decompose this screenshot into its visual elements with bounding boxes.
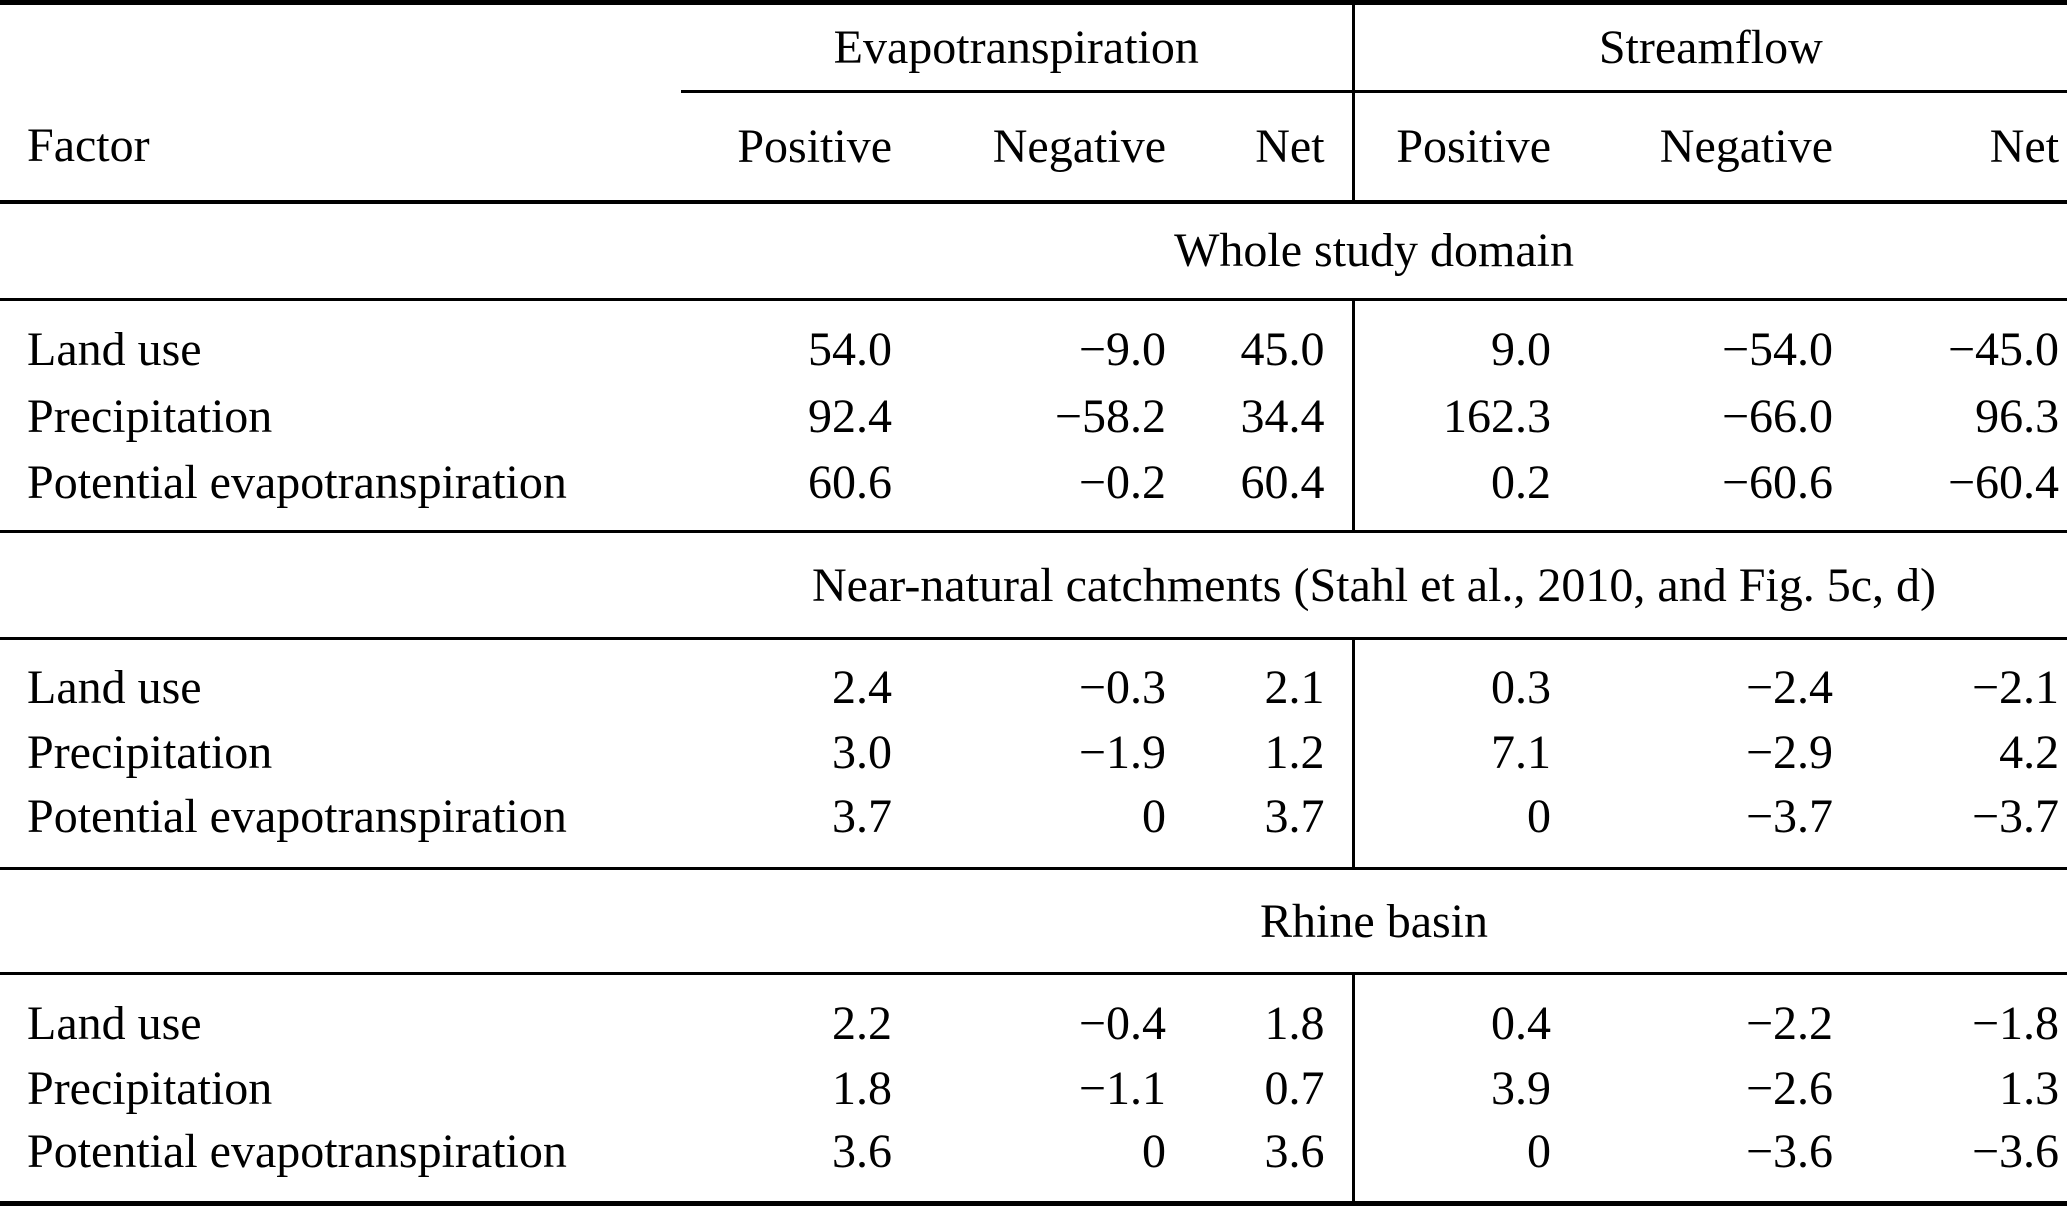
section-header-spacer [0,868,681,975]
value-cell: 2.4 [832,661,892,715]
value-cell: 1.3 [1999,1061,2060,1115]
column-header-net-evapo: Net [1174,91,1354,204]
column-header-row: Factor Positive Negative Net Positive Ne… [0,91,2067,204]
value-cell: −3.7 [1841,784,2067,870]
value-cell: 0 [1351,784,1560,870]
value-cell: −3.6 [1745,1125,1834,1179]
section-title: Whole study domain [681,201,2067,301]
factor-cell: Potential evapotranspiration [0,449,681,533]
value-cell: 0 [900,784,1174,870]
value-cell: −1.9 [1078,725,1166,779]
value-cell: −3.7 [1559,784,1842,870]
value-cell: 162.3 [1351,382,1560,450]
value-cell: 60.6 [681,449,900,533]
value-cell: −9.0 [1078,323,1166,377]
value-cell: 3.0 [832,725,892,779]
value-cell: 0.3 [1351,638,1560,720]
section-header-spacer [0,531,681,640]
value-cell: 54.0 [808,323,892,377]
value-cell: 4.2 [1999,725,2060,779]
value-cell: −0.4 [1078,997,1166,1051]
value-cell: −58.2 [1054,389,1166,443]
value-cell: 96.3 [1975,389,2060,443]
value-cell: 1.8 [832,1061,892,1115]
value-cell: −2.6 [1745,1061,1834,1115]
value-cell: 9.0 [1351,299,1560,383]
value-cell: −0.2 [900,449,1174,533]
value-cell: −3.6 [1971,1125,2060,1179]
value-cell: 7.1 [1351,719,1560,785]
column-header-positive-stream: Positive [1351,91,1560,204]
value-cell: 3.6 [832,1125,892,1179]
value-cell: −2.9 [1745,725,1834,779]
factor-cell: Land use [27,997,202,1051]
value-cell: 45.0 [1240,323,1325,377]
column-header-negative-evapo: Negative [900,91,1174,204]
group-header-evapotranspiration: Evapotranspiration [681,2,1354,93]
factor-cell: Potential evapotranspiration [27,1125,567,1179]
value-cell: 0 [1351,1120,1560,1204]
value-cell: 60.4 [1174,449,1354,533]
value-cell: −2.2 [1745,997,1834,1051]
value-cell: 2.2 [832,997,892,1051]
section-header-row: Whole study domain [0,201,2067,301]
table-row: Potential evapotranspiration 3.6 0 3.6 0… [0,1120,2067,1204]
value-cell: 34.4 [1240,389,1325,443]
column-header-negative-stream: Negative [1559,91,1842,204]
value-cell: 2.1 [1264,661,1325,715]
value-cell: 0 [1142,1125,1166,1179]
value-cell: −2.4 [1745,661,1834,715]
column-header-positive-evapo: Positive [681,91,900,204]
value-cell: −54.0 [1721,323,1834,377]
value-cell: 3.7 [1174,784,1354,870]
group-header-spacer [0,3,681,92]
table-row: Potential evapotranspiration 60.6 −0.2 6… [0,449,2067,533]
table-row: Precipitation 3.0 −1.9 1.2 7.1 −2.9 4.2 [0,719,2067,785]
group-header-streamflow: Streamflow [1351,2,2067,93]
value-cell: 92.4 [808,389,892,443]
table-row: Land use 54.0 −9.0 45.0 9.0 −54.0 −45.0 [0,299,2067,383]
value-cell: −60.6 [1559,449,1842,533]
section-title: Near-natural catchments (Stahl et al., 2… [681,531,2067,640]
factor-cell: Land use [27,661,202,715]
factor-cell: Precipitation [27,725,273,779]
value-cell: 1.8 [1264,997,1325,1051]
value-cell: −60.4 [1841,449,2067,533]
factor-cell: Precipitation [27,1061,273,1115]
section-title: Rhine basin [681,868,2067,975]
table-row: Precipitation 1.8 −1.1 0.7 3.9 −2.6 1.3 [0,1055,2067,1121]
section-header-spacer [0,201,681,301]
table-row: Land use 2.2 −0.4 1.8 0.4 −2.2 −1.8 [0,973,2067,1056]
factor-cell: Land use [27,323,202,377]
value-cell: −45.0 [1947,323,2060,377]
value-cell: −1.1 [1078,1061,1166,1115]
factor-cell: Precipitation [27,389,273,443]
value-cell: −2.1 [1971,661,2060,715]
column-header-factor: Factor [0,91,681,204]
value-cell: 1.2 [1264,725,1325,779]
factor-cell: Potential evapotranspiration [0,784,681,870]
value-cell: 3.6 [1264,1125,1325,1179]
group-header-row: Evapotranspiration Streamflow [0,2,2067,93]
section-header-row: Near-natural catchments (Stahl et al., 2… [0,531,2067,640]
table-row: Precipitation 92.4 −58.2 34.4 162.3 −66.… [0,382,2067,450]
value-cell: 3.9 [1351,1055,1560,1121]
value-cell: −1.8 [1971,997,2060,1051]
table-row: Land use 2.4 −0.3 2.1 0.3 −2.4 −2.1 [0,638,2067,720]
value-cell: 0.2 [1351,449,1560,533]
value-cell: 3.7 [681,784,900,870]
table-row: Potential evapotranspiration 3.7 0 3.7 0… [0,784,2067,870]
section-header-row: Rhine basin [0,868,2067,975]
value-cell: −66.0 [1721,389,1834,443]
value-cell: 0.7 [1264,1061,1325,1115]
value-cell: −0.3 [1078,661,1166,715]
column-header-net-stream: Net [1841,91,2067,204]
value-cell: 0.4 [1351,973,1560,1056]
